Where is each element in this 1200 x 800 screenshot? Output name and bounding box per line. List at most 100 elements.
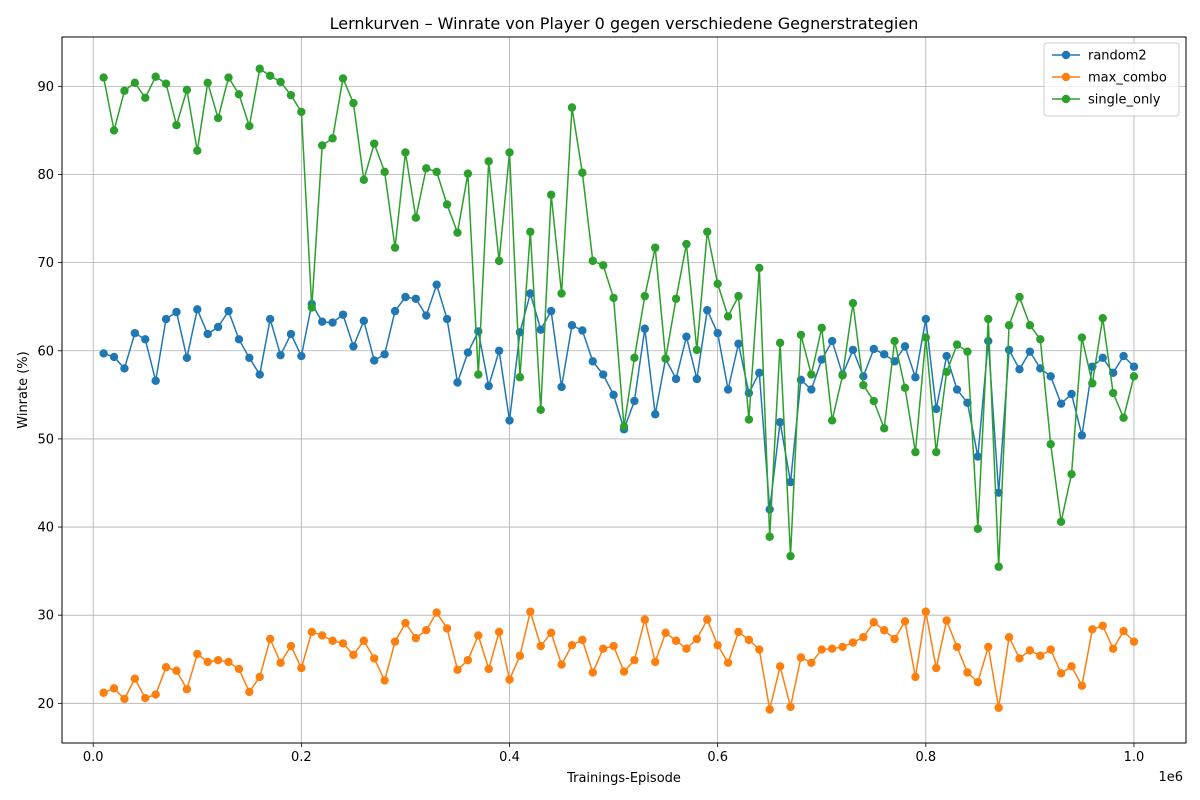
data-point-single_only	[546, 190, 556, 199]
data-point-single_only	[245, 121, 254, 131]
data-point-max_combo	[338, 639, 348, 648]
data-point-max_combo	[890, 634, 899, 644]
data-point-random2	[453, 378, 462, 387]
data-point-max_combo	[463, 655, 473, 665]
data-point-single_only	[557, 289, 566, 298]
data-point-single_only	[1036, 335, 1045, 344]
data-point-single_only	[338, 74, 348, 83]
data-point-single_only	[744, 415, 754, 424]
data-point-max_combo	[921, 607, 931, 616]
data-point-single_only	[442, 200, 452, 209]
data-point-random2	[172, 307, 181, 317]
data-point-max_combo	[838, 642, 847, 652]
data-point-random2	[546, 306, 556, 316]
data-point-single_only	[432, 167, 441, 177]
data-point-single_only	[380, 167, 389, 177]
data-point-random2	[422, 311, 431, 320]
data-point-max_combo	[1015, 654, 1024, 663]
data-point-random2	[359, 316, 369, 326]
data-point-single_only	[807, 370, 816, 379]
x-tick-label: 0.6	[707, 750, 728, 765]
data-point-max_combo	[265, 634, 275, 644]
data-point-max_combo	[161, 663, 171, 672]
data-point-single_only	[588, 256, 597, 266]
data-point-random2	[963, 398, 972, 407]
data-point-random2	[900, 342, 910, 351]
data-point-single_only	[213, 113, 223, 123]
data-point-max_combo	[609, 641, 618, 651]
data-point-random2	[765, 505, 774, 514]
data-point-max_combo	[692, 634, 702, 644]
data-point-max_combo	[807, 658, 816, 667]
data-point-single_only	[890, 336, 899, 346]
data-point-random2	[1067, 389, 1076, 399]
data-point-random2	[526, 289, 535, 298]
data-point-max_combo	[1056, 669, 1066, 678]
data-point-random2	[984, 336, 993, 346]
data-point-max_combo	[130, 674, 140, 683]
data-point-max_combo	[1119, 626, 1128, 636]
data-point-max_combo	[370, 654, 379, 663]
data-point-max_combo	[380, 676, 389, 685]
data-point-random2	[141, 335, 150, 344]
data-point-single_only	[900, 383, 910, 392]
data-point-random2	[911, 373, 920, 382]
data-point-max_combo	[307, 627, 316, 637]
data-point-single_only	[713, 279, 722, 288]
data-point-max_combo	[1025, 646, 1035, 655]
data-point-random2	[1025, 347, 1035, 356]
data-point-random2	[193, 305, 202, 314]
y-axis: 20 30 40 50 60 70 80 90	[37, 80, 62, 712]
data-point-random2	[703, 306, 712, 315]
y-axis-label: Winrate (%)	[16, 351, 31, 428]
data-point-max_combo	[141, 693, 150, 703]
data-point-single_only	[723, 312, 733, 321]
data-point-random2	[755, 368, 764, 378]
data-point-max_combo	[848, 638, 858, 647]
data-point-max_combo	[234, 664, 244, 674]
data-point-random2	[411, 294, 421, 303]
data-point-max_combo	[703, 615, 712, 624]
data-point-max_combo	[411, 633, 421, 643]
data-point-random2	[432, 280, 441, 289]
data-point-random2	[869, 344, 878, 354]
data-point-random2	[827, 336, 837, 346]
data-point-max_combo	[932, 663, 941, 673]
data-point-single_only	[775, 338, 785, 348]
data-point-single_only	[120, 86, 129, 95]
data-point-single_only	[109, 126, 119, 135]
data-point-random2	[255, 370, 264, 379]
data-point-max_combo	[744, 635, 754, 645]
data-point-max_combo	[172, 666, 181, 675]
data-point-single_only	[515, 373, 525, 382]
data-point-max_combo	[1098, 621, 1107, 630]
series-single_only	[99, 64, 1139, 571]
data-point-random2	[109, 352, 119, 362]
legend-marker-max_combo	[1061, 72, 1071, 82]
data-point-random2	[588, 357, 597, 366]
data-point-single_only	[671, 294, 681, 303]
data-point-max_combo	[973, 677, 983, 687]
data-point-single_only	[161, 79, 171, 88]
y-tick-label: 90	[37, 80, 54, 95]
data-point-random2	[682, 332, 691, 341]
data-point-single_only	[255, 64, 264, 73]
data-point-single_only	[526, 227, 535, 236]
data-point-random2	[609, 390, 618, 400]
data-point-max_combo	[203, 657, 212, 667]
data-point-max_combo	[598, 644, 608, 653]
data-point-max_combo	[984, 642, 993, 652]
data-point-random2	[390, 306, 400, 316]
series-line-single_only	[102, 67, 1135, 567]
data-point-single_only	[1067, 469, 1076, 479]
data-point-single_only	[453, 228, 462, 237]
data-point-max_combo	[349, 650, 358, 660]
data-point-single_only	[598, 261, 608, 270]
legend-marker-random2	[1061, 50, 1071, 60]
data-point-single_only	[1129, 372, 1139, 381]
x-axis-offset-label: 1e6	[1158, 770, 1183, 785]
data-point-random2	[578, 326, 587, 335]
data-point-single_only	[921, 333, 931, 342]
data-point-max_combo	[1108, 644, 1118, 653]
data-point-random2	[1129, 362, 1139, 371]
